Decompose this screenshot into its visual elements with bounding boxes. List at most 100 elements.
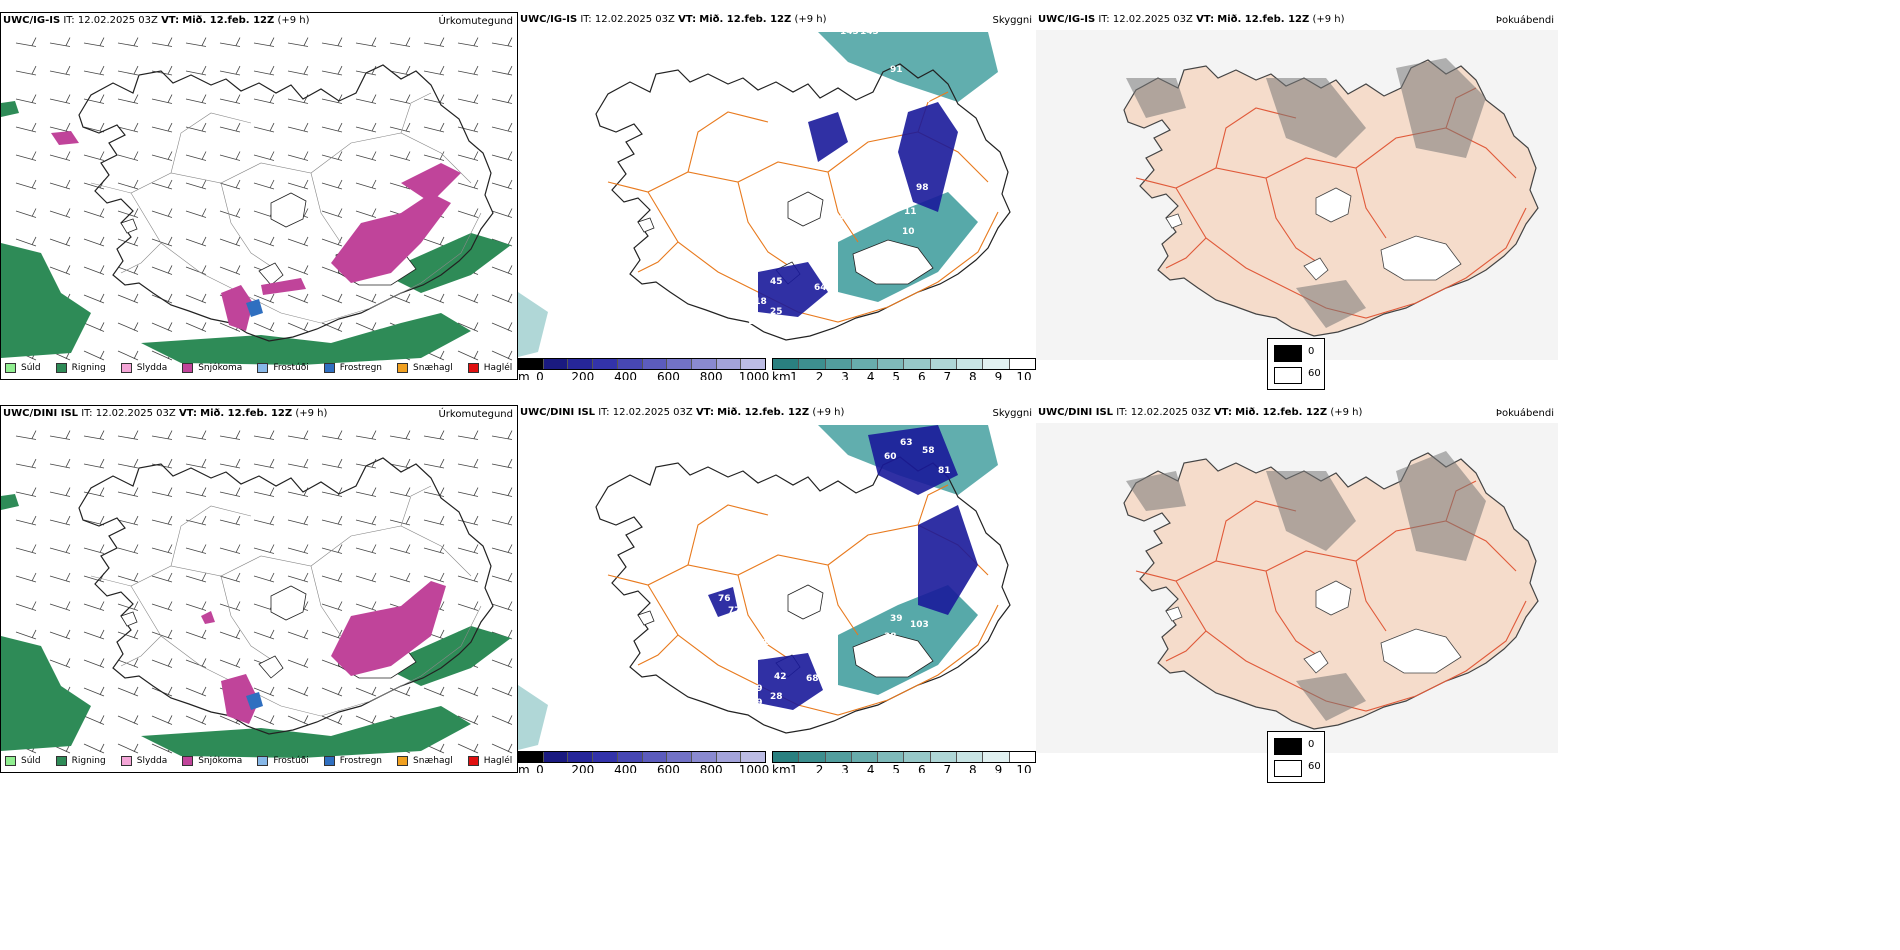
colorbar-tick: 600 bbox=[656, 370, 680, 380]
wind-barb bbox=[219, 572, 241, 583]
wind-barb bbox=[457, 686, 479, 697]
wind-barb bbox=[321, 122, 343, 133]
fog-area bbox=[1296, 673, 1366, 721]
precip-legend: Súld Rigning Slydda Snjókoma Frostúði Frostre… bbox=[5, 756, 517, 766]
legend-label: Frostregn bbox=[339, 756, 383, 766]
wind-barb bbox=[117, 179, 139, 190]
road-line bbox=[310, 172, 342, 244]
legend-swatch bbox=[5, 756, 16, 766]
it-value: 12.02.2025 03Z bbox=[1112, 14, 1193, 25]
colorbar-cell bbox=[904, 359, 931, 369]
wind-barb bbox=[185, 151, 207, 161]
colorbar-cell bbox=[519, 359, 544, 369]
visibility-value-label: 209 bbox=[748, 317, 767, 327]
colorbar-unit: m bbox=[518, 370, 530, 380]
visibility-value-label: 260 bbox=[878, 418, 897, 428]
wind-barb bbox=[253, 37, 275, 47]
wind-barb bbox=[83, 686, 105, 697]
wind-barb bbox=[457, 122, 479, 133]
road-line bbox=[130, 585, 482, 717]
wind-barb bbox=[15, 629, 37, 640]
rain-area bbox=[381, 626, 511, 686]
wind-barb bbox=[49, 94, 71, 104]
colorbar-unit: m bbox=[518, 763, 530, 773]
fog-map bbox=[1036, 423, 1558, 753]
it-label: IT: bbox=[1116, 407, 1128, 418]
panel-header: UWC/IG-IS IT: 12.02.2025 03Z VT: Mið. 12… bbox=[1038, 14, 1345, 25]
wind-barb bbox=[117, 715, 139, 725]
glacier-outline bbox=[1315, 187, 1352, 223]
road-line bbox=[1265, 570, 1327, 662]
lead-time: (+9 h) bbox=[794, 14, 827, 25]
iceland-map bbox=[1123, 58, 1539, 337]
road-line bbox=[637, 241, 679, 273]
model-name: UWC/IG-IS bbox=[520, 14, 578, 25]
wind-barb bbox=[49, 658, 71, 668]
freezing-rain-area bbox=[246, 692, 263, 710]
colorbar-tick: 2 bbox=[815, 763, 824, 773]
wind-barb bbox=[457, 458, 479, 469]
wind-barb bbox=[15, 458, 37, 469]
wind-barb bbox=[15, 515, 37, 526]
wind-barb bbox=[117, 658, 139, 668]
colorbar-tick: 5 bbox=[892, 370, 901, 380]
wind-barb bbox=[219, 151, 241, 161]
wind-barb bbox=[15, 544, 37, 554]
panel-header: UWC/DINI ISL IT: 12.02.2025 03Z VT: Mið.… bbox=[1038, 407, 1362, 418]
colorbar-tick: 400 bbox=[614, 763, 638, 773]
wind-barb bbox=[49, 265, 71, 275]
legend-swatch bbox=[257, 363, 269, 373]
wind-barb bbox=[185, 487, 207, 497]
fog-area bbox=[1126, 471, 1186, 511]
legend-item: Haglél bbox=[467, 756, 512, 766]
wind-barb bbox=[185, 236, 207, 247]
wind-barb bbox=[287, 544, 309, 554]
snow-area bbox=[331, 581, 446, 676]
wind-barb bbox=[253, 515, 275, 526]
rain-area bbox=[1, 494, 19, 510]
it-label: IT: bbox=[1098, 14, 1110, 25]
wind-barb bbox=[321, 322, 343, 332]
colorbar-ticks: km 1 2 3 4 5 6 7 8 9 10 bbox=[772, 763, 1036, 773]
legend-label: Snjókoma bbox=[198, 363, 243, 373]
vt-label: VT: bbox=[695, 407, 714, 418]
wind-barb bbox=[151, 208, 173, 218]
wind-barb bbox=[15, 151, 37, 161]
wind-barb bbox=[83, 458, 105, 469]
colorbar-cell bbox=[930, 752, 958, 762]
wind-barb bbox=[185, 265, 207, 275]
colorbar-cell bbox=[519, 752, 544, 762]
panel-title: Skyggni bbox=[992, 15, 1032, 26]
wind-barb bbox=[491, 544, 513, 554]
wind-barb bbox=[185, 322, 207, 332]
wind-barb bbox=[491, 122, 513, 133]
wind-barb bbox=[117, 208, 139, 218]
legend-swatch bbox=[55, 756, 67, 766]
glacier-outline bbox=[637, 217, 655, 233]
wind-barb bbox=[389, 430, 411, 440]
fog-key-label: 0 bbox=[1308, 346, 1315, 357]
it-value: 12.02.2025 03Z bbox=[612, 407, 693, 418]
road-line bbox=[220, 575, 282, 667]
wind-barb bbox=[185, 37, 207, 47]
road-line bbox=[400, 485, 432, 527]
colorbar-cell bbox=[741, 752, 766, 762]
wind-barb bbox=[15, 572, 37, 583]
wind-barb bbox=[423, 122, 445, 133]
road-line bbox=[1215, 107, 1297, 169]
snow-area bbox=[201, 611, 215, 624]
wind-barb bbox=[83, 208, 105, 218]
wind-barb bbox=[185, 601, 207, 611]
wind-barb bbox=[253, 122, 275, 133]
wind-barb bbox=[355, 515, 377, 526]
wind-barb bbox=[355, 430, 377, 440]
wind-barb bbox=[117, 65, 139, 76]
colorbar-tick: 9 bbox=[994, 763, 1003, 773]
colorbar-tick: 1 bbox=[790, 370, 798, 380]
legend-item: Snjókoma bbox=[182, 363, 242, 373]
it-label: IT: bbox=[598, 407, 610, 418]
wind-barb bbox=[355, 572, 377, 583]
wind-barb bbox=[83, 94, 105, 104]
wind-barb bbox=[321, 236, 343, 247]
